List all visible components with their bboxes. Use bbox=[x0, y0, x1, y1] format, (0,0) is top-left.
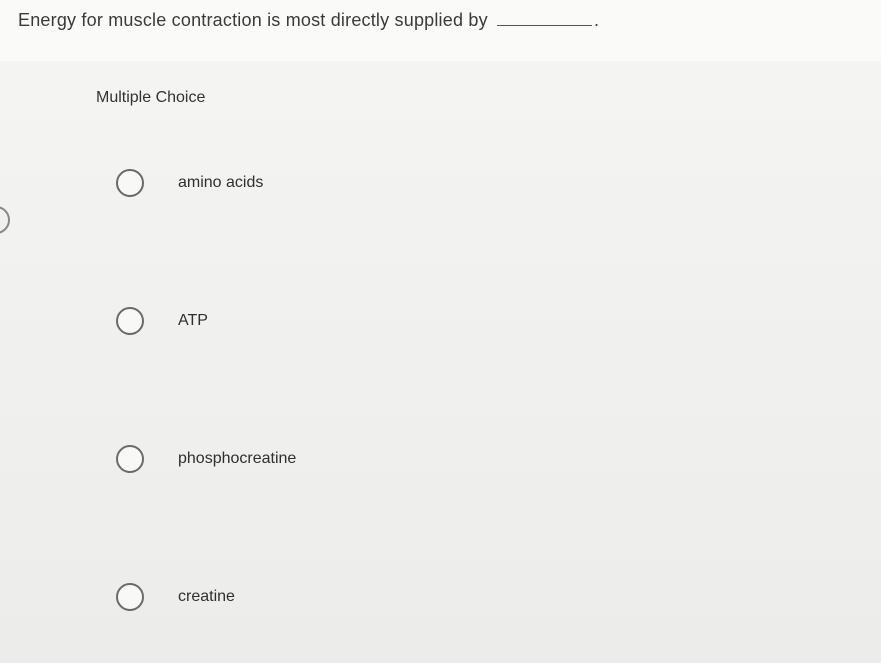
option-label: ATP bbox=[178, 312, 208, 330]
blank-underline bbox=[497, 25, 592, 26]
question-text: Energy for muscle contraction is most di… bbox=[18, 10, 863, 31]
question-prefix: Energy for muscle contraction is most di… bbox=[18, 10, 488, 30]
choices-area: Multiple Choice amino acids ATP phosphoc… bbox=[0, 61, 881, 625]
option-label: phosphocreatine bbox=[178, 450, 296, 468]
option-row[interactable]: ATP bbox=[116, 293, 881, 349]
option-label: creatine bbox=[178, 588, 235, 606]
radio-icon[interactable] bbox=[116, 583, 144, 611]
option-row[interactable]: amino acids bbox=[116, 155, 881, 211]
option-row[interactable]: phosphocreatine bbox=[116, 431, 881, 487]
section-label: Multiple Choice bbox=[96, 89, 881, 107]
question-area: Energy for muscle contraction is most di… bbox=[0, 0, 881, 61]
radio-icon[interactable] bbox=[116, 307, 144, 335]
question-suffix: . bbox=[594, 10, 599, 30]
option-label: amino acids bbox=[178, 174, 263, 192]
radio-icon[interactable] bbox=[116, 445, 144, 473]
radio-icon[interactable] bbox=[116, 169, 144, 197]
option-row[interactable]: creatine bbox=[116, 569, 881, 625]
